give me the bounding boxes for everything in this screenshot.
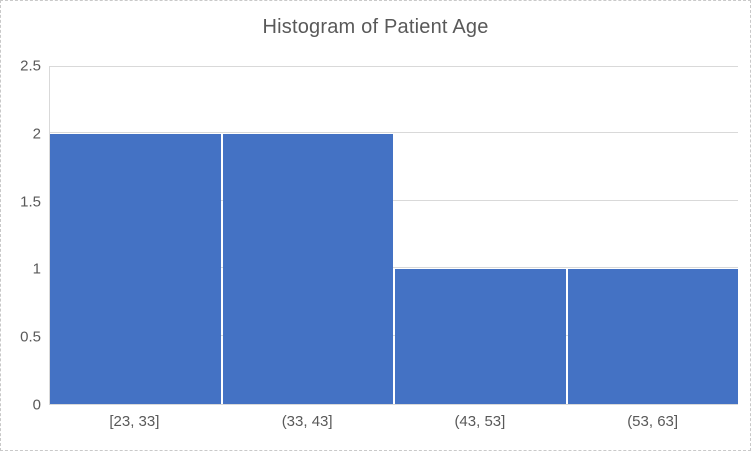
y-tick-label: 1.5 (20, 193, 41, 211)
y-tick-label: 2 (32, 125, 41, 143)
x-tick-label: (43, 53] (454, 413, 506, 430)
histogram-bar-(43, 53][interactable] (395, 269, 566, 404)
x-axis: [23, 33] (33, 43] (43, 53] (53, 63] (49, 413, 738, 430)
chart-title: Histogram of Patient Age (262, 16, 489, 38)
x-tick-label: (33, 43] (281, 413, 333, 430)
gridline (50, 131, 738, 133)
gridline (50, 199, 738, 201)
y-tick-label: 2.5 (20, 57, 41, 75)
x-tick-label: (53, 63] (627, 413, 679, 430)
y-tick-label: 1 (32, 260, 41, 278)
histogram-bar-(33, 43][interactable] (222, 134, 393, 404)
gridline (50, 335, 738, 337)
y-axis: 0 0.5 1 1.5 2 2.5 (1, 59, 41, 413)
plot-area[interactable] (49, 66, 738, 405)
gridline (50, 267, 738, 269)
y-tick-label: 0 (32, 396, 41, 414)
bar-series (50, 67, 738, 404)
y-tick-label: 0.5 (20, 328, 41, 346)
x-tick-label: [23, 33] (109, 413, 160, 430)
histogram-bar-[23, 33][interactable] (50, 134, 221, 404)
histogram-bar-(53, 63][interactable] (567, 269, 738, 404)
